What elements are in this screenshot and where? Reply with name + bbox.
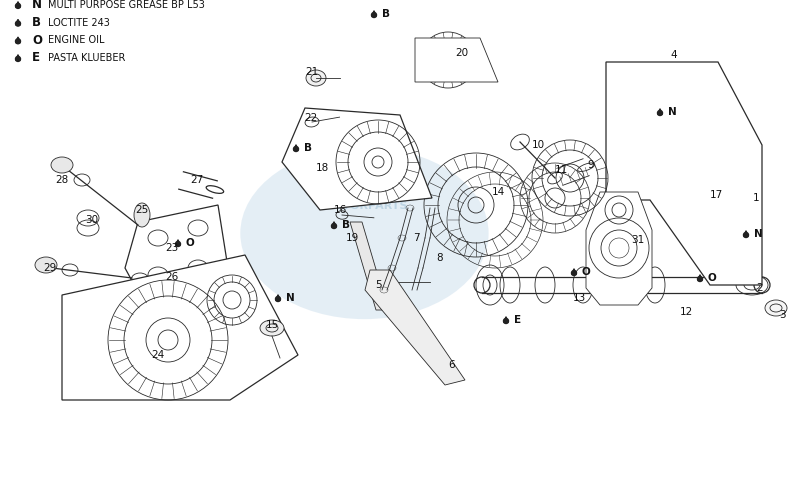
Text: 8: 8: [437, 253, 443, 263]
Polygon shape: [16, 37, 20, 43]
Circle shape: [175, 242, 180, 246]
Circle shape: [372, 12, 376, 18]
Text: B: B: [32, 16, 41, 29]
Text: 12: 12: [679, 307, 693, 317]
Text: 27: 27: [191, 175, 203, 185]
Text: 6: 6: [449, 360, 455, 370]
Circle shape: [276, 297, 280, 301]
Text: 2: 2: [757, 283, 763, 293]
Circle shape: [698, 276, 702, 281]
Polygon shape: [365, 270, 465, 385]
Text: 29: 29: [43, 263, 57, 273]
Text: 24: 24: [151, 350, 165, 360]
Polygon shape: [16, 19, 20, 25]
Text: 15: 15: [265, 320, 279, 330]
Text: 1: 1: [753, 193, 759, 203]
Polygon shape: [282, 108, 432, 210]
Text: 4: 4: [670, 50, 678, 60]
Text: 9: 9: [588, 160, 594, 170]
Text: 3: 3: [779, 310, 785, 320]
Polygon shape: [294, 145, 298, 151]
Polygon shape: [125, 205, 228, 292]
Polygon shape: [415, 38, 498, 82]
Text: 10: 10: [531, 140, 545, 150]
Text: 7: 7: [413, 233, 419, 243]
Text: N: N: [286, 293, 295, 303]
Ellipse shape: [51, 157, 73, 173]
Polygon shape: [658, 109, 662, 114]
Text: 17: 17: [710, 190, 723, 200]
Circle shape: [15, 21, 21, 26]
Polygon shape: [572, 269, 576, 274]
Text: 18: 18: [316, 163, 328, 173]
Text: 19: 19: [345, 233, 359, 243]
Ellipse shape: [134, 203, 150, 227]
Circle shape: [15, 3, 21, 8]
Circle shape: [571, 271, 577, 275]
Text: 14: 14: [491, 187, 505, 197]
Text: LOCTITE 243: LOCTITE 243: [48, 18, 110, 27]
Text: 30: 30: [86, 215, 99, 225]
Text: B: B: [304, 143, 312, 153]
Polygon shape: [606, 62, 762, 285]
Text: B: B: [382, 9, 390, 19]
Polygon shape: [276, 295, 280, 300]
Text: 31: 31: [631, 235, 645, 245]
Circle shape: [658, 110, 662, 115]
Text: 5: 5: [375, 280, 381, 290]
Text: O: O: [708, 273, 717, 283]
Polygon shape: [332, 222, 336, 227]
Polygon shape: [744, 231, 748, 237]
Text: O: O: [186, 238, 195, 248]
Polygon shape: [372, 11, 376, 17]
Text: MULTI PURPOSE GREASE BP L53: MULTI PURPOSE GREASE BP L53: [48, 0, 205, 10]
Text: 16: 16: [333, 205, 347, 215]
Ellipse shape: [444, 56, 452, 64]
Text: ENGINE OIL: ENGINE OIL: [48, 35, 104, 45]
Text: 11: 11: [554, 165, 568, 175]
Polygon shape: [690, 182, 740, 262]
Text: 20: 20: [456, 48, 469, 58]
Text: N: N: [754, 229, 763, 239]
Polygon shape: [586, 192, 652, 305]
Ellipse shape: [306, 70, 326, 86]
Text: E: E: [514, 315, 521, 325]
Text: 22: 22: [304, 113, 318, 123]
Circle shape: [15, 39, 21, 44]
Circle shape: [332, 223, 336, 228]
Text: PASTA KLUEBER: PASTA KLUEBER: [48, 53, 126, 63]
Text: O: O: [582, 267, 591, 277]
Circle shape: [15, 56, 21, 61]
Ellipse shape: [765, 300, 787, 316]
Polygon shape: [16, 55, 20, 60]
Text: N: N: [668, 107, 677, 117]
Text: E: E: [32, 52, 40, 64]
Polygon shape: [175, 240, 180, 246]
Circle shape: [743, 233, 748, 238]
Polygon shape: [16, 1, 20, 7]
Ellipse shape: [240, 147, 489, 319]
Text: 26: 26: [165, 272, 179, 282]
Polygon shape: [504, 317, 509, 323]
Text: 13: 13: [573, 293, 586, 303]
Text: 25: 25: [135, 205, 149, 215]
Text: 28: 28: [55, 175, 69, 185]
Ellipse shape: [35, 257, 57, 273]
Polygon shape: [698, 275, 702, 280]
Text: 23: 23: [165, 243, 179, 253]
Text: 21: 21: [305, 67, 319, 77]
Text: MOTORPARTS: MOTORPARTS: [322, 201, 407, 211]
Ellipse shape: [260, 320, 284, 336]
Circle shape: [293, 146, 299, 152]
Text: O: O: [32, 34, 42, 47]
Polygon shape: [62, 255, 298, 400]
Text: N: N: [32, 0, 42, 11]
Text: B: B: [342, 220, 350, 230]
Circle shape: [504, 319, 509, 324]
Polygon shape: [350, 222, 388, 310]
